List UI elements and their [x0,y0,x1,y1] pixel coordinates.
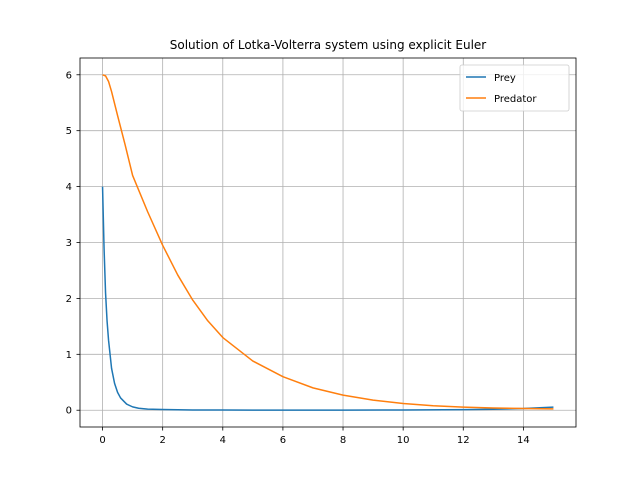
y-tick-label: 6 [66,70,72,81]
x-tick-label: 2 [159,435,165,446]
y-tick-label: 4 [66,182,72,193]
y-tick-label: 5 [66,126,72,137]
series-line-prey [101,186,554,411]
chart-title: Solution of Lotka-Volterra system using … [170,38,487,52]
y-tick-label: 3 [66,238,72,249]
legend-label-prey: Prey [494,73,516,84]
y-tick-label: 2 [66,294,72,305]
series-lines [101,74,554,411]
legend-box [459,64,570,112]
x-tick-label: 6 [280,435,286,446]
x-tick-label: 10 [397,435,410,446]
x-tick-label: 4 [220,435,226,446]
legend: Prey Predator [459,64,570,112]
x-tick-label: 8 [340,435,346,446]
y-tick-label: 0 [66,406,72,417]
legend-label-predator: Predator [494,94,537,105]
x-tick-label: 12 [457,435,470,446]
series-line-predator [102,74,554,410]
y-tick-label: 1 [66,350,72,361]
x-tick-label: 0 [99,435,105,446]
x-tick-label: 14 [517,435,530,446]
